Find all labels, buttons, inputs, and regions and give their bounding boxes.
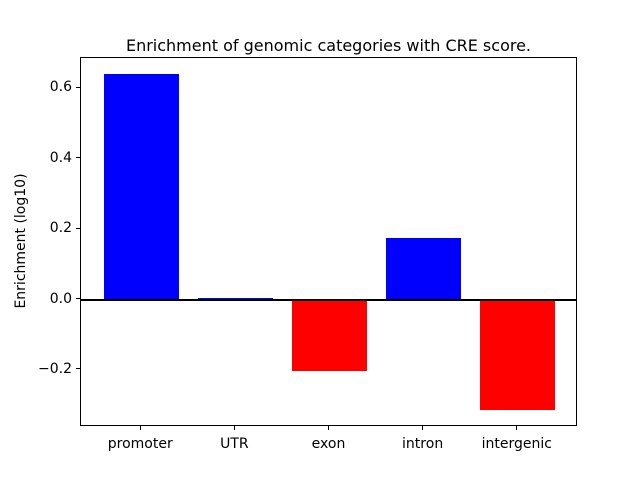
- y-tick-mark: [76, 368, 80, 370]
- bar-intron: [385, 238, 462, 300]
- y-tick-mark: [76, 227, 80, 229]
- y-tick-mark: [76, 86, 80, 88]
- x-tick-label-intron: intron: [402, 436, 444, 452]
- plot-area: [80, 57, 577, 426]
- x-tick-mark: [516, 426, 518, 430]
- zero-line: [81, 298, 576, 301]
- x-tick-mark: [139, 426, 141, 430]
- x-tick-mark: [233, 426, 235, 430]
- y-tick-label: 0.0: [49, 290, 72, 307]
- y-axis-label: Enrichment (log10): [13, 173, 29, 309]
- x-tick-mark: [422, 426, 424, 430]
- bar-intergenic: [480, 299, 556, 410]
- bar-promoter: [103, 74, 179, 300]
- x-tick-label-promoter: promoter: [107, 436, 173, 452]
- chart-title: Enrichment of genomic categories with CR…: [125, 36, 532, 55]
- y-tick-mark: [76, 157, 80, 159]
- x-tick-label-UTR: UTR: [220, 436, 249, 452]
- x-tick-mark: [328, 426, 329, 430]
- y-tick-label: 0.4: [49, 149, 72, 166]
- x-tick-label-exon: exon: [311, 436, 346, 452]
- y-tick-mark: [76, 298, 80, 300]
- y-tick-label: 0.2: [49, 220, 72, 237]
- x-tick-label-intergenic: intergenic: [481, 436, 552, 452]
- bar-exon: [291, 299, 368, 371]
- y-tick-label: −0.2: [38, 360, 72, 377]
- y-tick-label: 0.6: [49, 79, 72, 96]
